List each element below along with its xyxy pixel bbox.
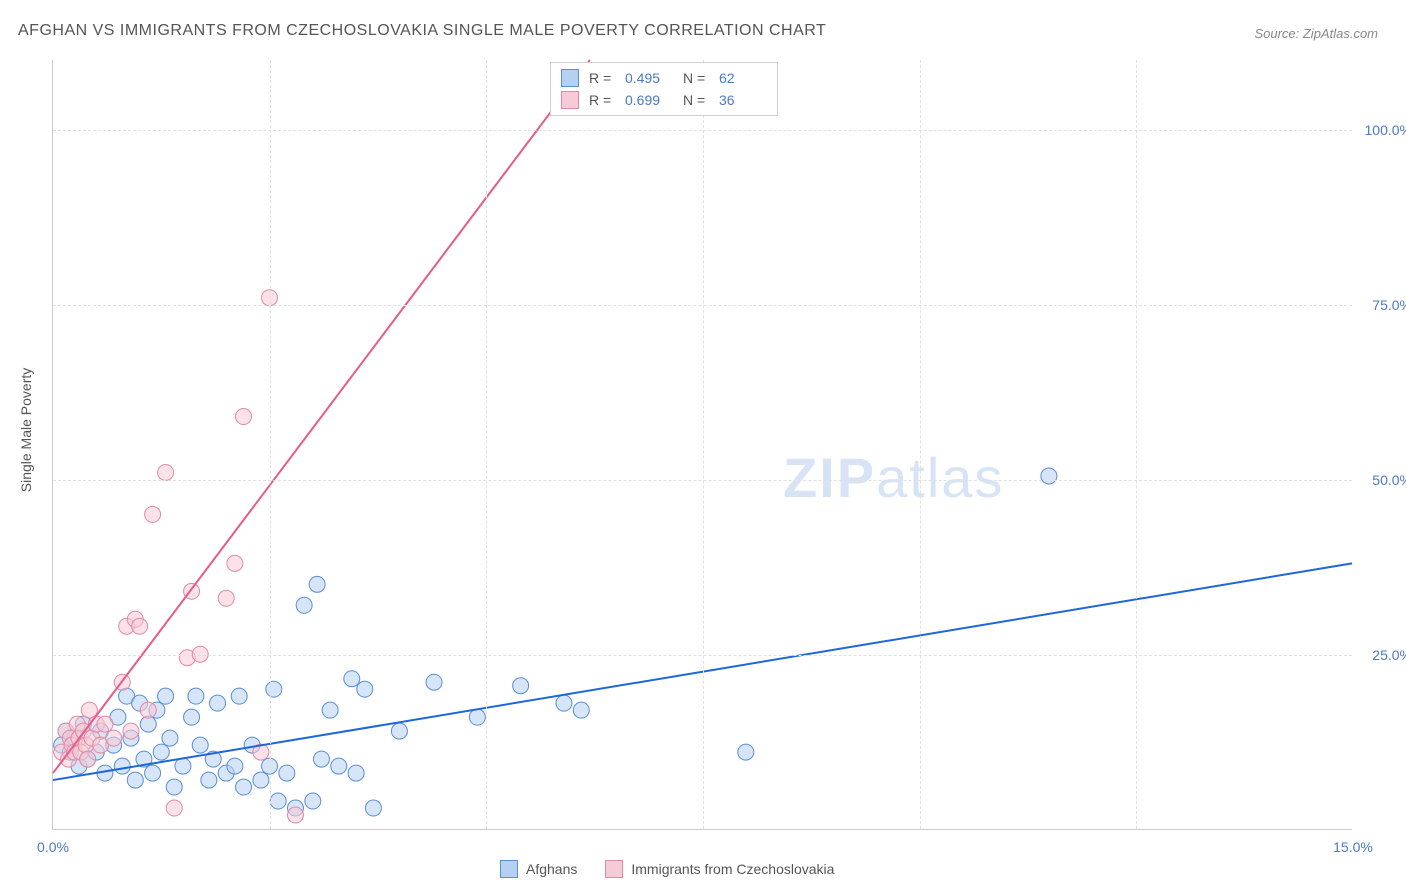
swatch-series-1 bbox=[561, 91, 579, 109]
scatter-point bbox=[145, 506, 161, 522]
n-value-0: 62 bbox=[719, 67, 767, 89]
y-tick-label: 25.0% bbox=[1357, 647, 1406, 663]
scatter-point bbox=[210, 695, 226, 711]
scatter-point bbox=[218, 590, 234, 606]
gridline-v bbox=[486, 60, 487, 829]
scatter-point bbox=[556, 695, 572, 711]
scatter-point bbox=[309, 576, 325, 592]
scatter-point bbox=[305, 793, 321, 809]
scatter-point bbox=[348, 765, 364, 781]
y-tick-label: 50.0% bbox=[1357, 472, 1406, 488]
scatter-point bbox=[227, 758, 243, 774]
scatter-point bbox=[1041, 468, 1057, 484]
scatter-point bbox=[97, 716, 113, 732]
scatter-point bbox=[270, 793, 286, 809]
scatter-point bbox=[80, 751, 96, 767]
legend-item-1: Immigrants from Czechoslovakia bbox=[605, 860, 834, 878]
scatter-point bbox=[344, 671, 360, 687]
scatter-point bbox=[513, 678, 529, 694]
scatter-point bbox=[322, 702, 338, 718]
stat-row-1: R = 0.699 N = 36 bbox=[561, 89, 767, 111]
gridline-v bbox=[703, 60, 704, 829]
y-axis-label: Single Male Poverty bbox=[18, 368, 34, 493]
stat-row-0: R = 0.495 N = 62 bbox=[561, 67, 767, 89]
swatch-series-0 bbox=[561, 69, 579, 87]
scatter-point bbox=[266, 681, 282, 697]
scatter-point bbox=[162, 730, 178, 746]
scatter-point bbox=[279, 765, 295, 781]
scatter-point bbox=[140, 702, 156, 718]
n-label: N = bbox=[683, 67, 709, 89]
scatter-point bbox=[166, 800, 182, 816]
trend-line bbox=[53, 60, 590, 773]
chart-title: AFGHAN VS IMMIGRANTS FROM CZECHOSLOVAKIA… bbox=[18, 22, 826, 40]
r-value-1: 0.699 bbox=[625, 89, 673, 111]
scatter-point bbox=[426, 674, 442, 690]
legend-label-1: Immigrants from Czechoslovakia bbox=[631, 861, 834, 877]
scatter-point bbox=[227, 555, 243, 571]
scatter-point bbox=[287, 807, 303, 823]
scatter-point bbox=[573, 702, 589, 718]
scatter-point bbox=[158, 688, 174, 704]
r-label: R = bbox=[589, 89, 615, 111]
scatter-point bbox=[296, 597, 312, 613]
scatter-point bbox=[313, 751, 329, 767]
gridline-v bbox=[1136, 60, 1137, 829]
n-value-1: 36 bbox=[719, 89, 767, 111]
x-tick-label: 0.0% bbox=[37, 839, 69, 855]
scatter-point bbox=[236, 409, 252, 425]
scatter-point bbox=[253, 772, 269, 788]
legend-swatch-0 bbox=[500, 860, 518, 878]
r-value-0: 0.495 bbox=[625, 67, 673, 89]
scatter-point bbox=[158, 464, 174, 480]
scatter-point bbox=[132, 618, 148, 634]
scatter-point bbox=[175, 758, 191, 774]
scatter-point bbox=[145, 765, 161, 781]
scatter-point bbox=[106, 730, 122, 746]
n-label: N = bbox=[683, 89, 709, 111]
scatter-point bbox=[184, 709, 200, 725]
legend-item-0: Afghans bbox=[500, 860, 577, 878]
scatter-point bbox=[166, 779, 182, 795]
source-attribution: Source: ZipAtlas.com bbox=[1254, 26, 1378, 41]
scatter-point bbox=[123, 723, 139, 739]
scatter-point bbox=[236, 779, 252, 795]
y-tick-label: 100.0% bbox=[1357, 122, 1406, 138]
gridline-v bbox=[920, 60, 921, 829]
legend-label-0: Afghans bbox=[526, 861, 577, 877]
scatter-point bbox=[391, 723, 407, 739]
legend-swatch-1 bbox=[605, 860, 623, 878]
scatter-point bbox=[192, 737, 208, 753]
gridline-v bbox=[270, 60, 271, 829]
plot-area: ZIPatlas 25.0%50.0%75.0%100.0%0.0%15.0% bbox=[52, 60, 1352, 830]
y-tick-label: 75.0% bbox=[1357, 297, 1406, 313]
scatter-point bbox=[201, 772, 217, 788]
scatter-point bbox=[357, 681, 373, 697]
r-label: R = bbox=[589, 67, 615, 89]
scatter-point bbox=[188, 688, 204, 704]
scatter-point bbox=[738, 744, 754, 760]
scatter-point bbox=[153, 744, 169, 760]
x-tick-label: 15.0% bbox=[1333, 839, 1373, 855]
scatter-point bbox=[469, 709, 485, 725]
scatter-point bbox=[231, 688, 247, 704]
scatter-point bbox=[114, 758, 130, 774]
scatter-point bbox=[127, 772, 143, 788]
scatter-point bbox=[331, 758, 347, 774]
stat-legend: R = 0.495 N = 62 R = 0.699 N = 36 bbox=[550, 62, 778, 116]
scatter-point bbox=[365, 800, 381, 816]
series-legend: Afghans Immigrants from Czechoslovakia bbox=[500, 860, 834, 878]
